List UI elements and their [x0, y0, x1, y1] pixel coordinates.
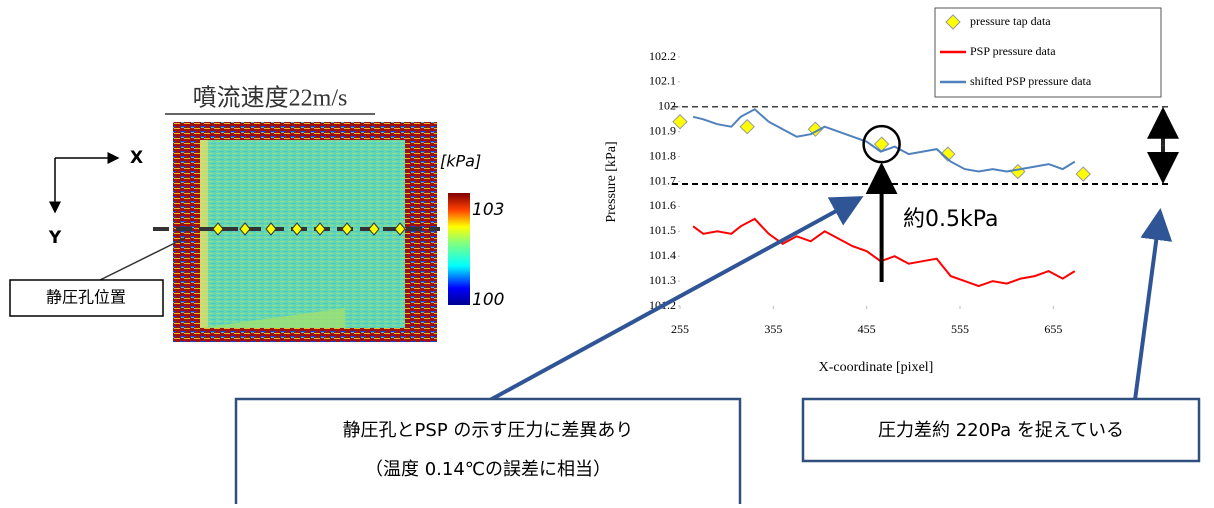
note-arrow: [1135, 212, 1160, 400]
x-tick-label: 355: [764, 322, 782, 336]
psp-edge: [200, 140, 208, 328]
y-tick-label: 102.1: [649, 74, 676, 88]
legend-label: shifted PSP pressure data: [970, 74, 1092, 88]
x-tick-label: 455: [858, 322, 876, 336]
y-tick-label: 101.9: [649, 123, 676, 137]
note-text: （温度 0.14℃の誤差に相当）: [365, 459, 611, 480]
x-tick-label: 555: [951, 322, 969, 336]
chart: 101.2101.3101.4101.5101.6101.7101.8101.9…: [604, 8, 1172, 375]
y-tick-label: 101.7: [649, 173, 676, 187]
x-axis-label: X: [130, 148, 143, 168]
note-text: 圧力差約 220Pa を捉えている: [878, 420, 1124, 441]
y-tick-label: 101.4: [649, 248, 676, 262]
y-tick-label: 102: [658, 99, 676, 113]
x-tick-label: 655: [1044, 322, 1062, 336]
y-tick-label: 101.5: [649, 223, 676, 237]
colorbar-tick-label: 100: [472, 290, 504, 310]
colorbar-tick-label: 103: [472, 200, 504, 220]
callout-text: 静圧孔位置: [46, 288, 126, 307]
note-text: 静圧孔とPSP の示す圧力に差異あり: [343, 420, 634, 441]
data-point: [740, 120, 754, 134]
colorbar-ticks: 100 103: [472, 200, 504, 310]
legend-label: PSP pressure data: [970, 44, 1056, 58]
colorbar: [448, 193, 470, 305]
x-tick-label: 255: [671, 322, 689, 336]
y-axis-label: Y: [48, 228, 62, 248]
callout-leader: [100, 238, 185, 280]
legend-label: pressure tap data: [970, 14, 1051, 28]
y-tick-label: 102.2: [649, 49, 676, 63]
image-title: 噴流速度22m/s: [193, 85, 348, 112]
x-axis-title: X-coordinate [pixel]: [819, 360, 934, 375]
shift-label: 約0.5kPa: [903, 207, 999, 232]
slide: 噴流速度22m/s X Y [kPa] 100103 静圧孔位置 101.210…: [0, 0, 1214, 504]
series-line: [693, 219, 1075, 286]
data-point: [1011, 165, 1025, 179]
data-point: [1076, 167, 1090, 181]
y-tick-label: 101.8: [649, 148, 676, 162]
y-tick-label: 101.6: [649, 198, 676, 212]
note-box: [236, 399, 740, 504]
y-axis-title: Pressure [kPa]: [604, 141, 619, 222]
y-tick-label: 101.3: [649, 273, 676, 287]
unit-label: [kPa]: [440, 152, 481, 171]
